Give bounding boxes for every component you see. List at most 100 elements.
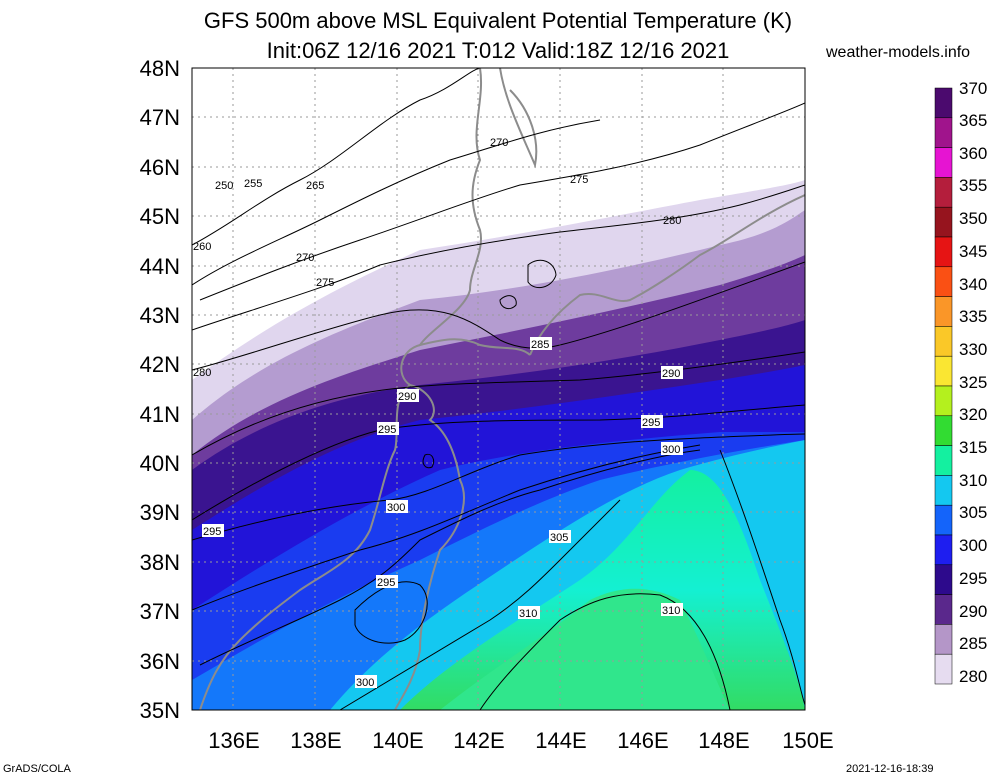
lon-label: 136E	[208, 728, 259, 753]
colorbar-label: 345	[959, 242, 987, 261]
theta-e-field	[192, 68, 805, 710]
colorbar-swatch	[934, 504, 953, 536]
colorbar-swatch	[934, 117, 953, 148]
colorbar-labels: 370 365 360 355 350 345 340 335 330 325 …	[959, 79, 987, 686]
render-timestamp: 2021-12-16-18:39	[846, 763, 934, 775]
colorbar-swatch	[934, 564, 953, 595]
contour-label: 295	[377, 577, 395, 589]
colorbar-swatch	[934, 326, 953, 357]
contour-label-group: 250 255 260 265 270 270 275 275 280 280	[193, 137, 681, 379]
colorbar: 370 365 360 355 350 345 340 335 330 325 …	[934, 79, 987, 686]
contour-label: 285	[531, 339, 549, 351]
lon-label: 142E	[453, 728, 504, 753]
colorbar-label: 280	[959, 667, 987, 686]
lat-label: 36N	[140, 649, 180, 674]
contour-label: 300	[356, 677, 374, 689]
lat-label: 48N	[140, 56, 180, 81]
lat-label: 47N	[140, 105, 180, 130]
colorbar-swatch	[934, 236, 953, 268]
contour-label-boxes: 285 290 290 295 295 295 295 300 300 300 …	[202, 337, 683, 689]
contour-label: 310	[662, 605, 680, 617]
colorbar-swatch	[934, 296, 953, 327]
colorbar-swatch	[934, 653, 953, 685]
colorbar-label: 350	[959, 209, 987, 228]
colorbar-swatch	[934, 266, 953, 297]
lat-label: 46N	[140, 155, 180, 180]
colorbar-label: 360	[959, 144, 987, 163]
colorbar-swatch	[934, 147, 953, 178]
colorbar-swatch	[934, 624, 953, 655]
lat-label: 35N	[140, 698, 180, 723]
lon-label: 140E	[372, 728, 423, 753]
colorbar-label: 355	[959, 176, 987, 195]
contour-label: 270	[490, 137, 508, 149]
colorbar-swatch	[934, 534, 953, 566]
colorbar-swatch	[934, 445, 953, 476]
colorbar-swatch	[934, 177, 953, 208]
contour-label: 255	[244, 178, 262, 190]
colorbar-swatch	[934, 385, 953, 417]
contour-label: 295	[203, 526, 221, 538]
lat-label: 41N	[140, 402, 180, 427]
colorbar-label: 370	[959, 79, 987, 98]
colorbar-label: 325	[959, 373, 987, 392]
software-credit: GrADS/COLA	[3, 763, 71, 775]
lat-label: 43N	[140, 303, 180, 328]
colorbar-label: 320	[959, 405, 987, 424]
colorbar-swatches	[934, 87, 953, 685]
contour-label: 310	[519, 608, 537, 620]
lon-label: 144E	[535, 728, 586, 753]
colorbar-label: 310	[959, 471, 987, 490]
lat-label: 42N	[140, 352, 180, 377]
lat-label: 44N	[140, 254, 180, 279]
colorbar-label: 315	[959, 438, 987, 457]
latitude-axis: 48N 47N 46N 45N 44N 43N 42N 41N 40N 39N …	[140, 56, 180, 723]
coastlines	[199, 68, 805, 710]
map-title: GFS 500m above MSL Equivalent Potential …	[203, 8, 793, 33]
colorbar-label: 330	[959, 340, 987, 359]
colorbar-swatch	[934, 415, 953, 446]
contour-label: 295	[378, 424, 396, 436]
contour-label: 300	[387, 502, 405, 514]
colorbar-label: 285	[959, 634, 987, 653]
map-frame	[191, 67, 806, 711]
lat-label: 40N	[140, 451, 180, 476]
contour-label: 300	[662, 444, 680, 456]
longitude-axis: 136E 138E 140E 142E 144E 146E 148E 150E	[208, 728, 833, 753]
contour-label: 275	[316, 277, 334, 289]
contour-label: 270	[296, 252, 314, 264]
map-subtitle: Init:06Z 12/16 2021 T:012 Valid:18Z 12/1…	[266, 38, 730, 63]
contour-label: 295	[642, 417, 660, 429]
colorbar-swatch	[934, 475, 953, 506]
lon-label: 138E	[290, 728, 341, 753]
colorbar-label: 335	[959, 307, 987, 326]
lat-label: 45N	[140, 204, 180, 229]
contour-label: 305	[550, 532, 568, 544]
colorbar-label: 365	[959, 111, 987, 130]
lon-label: 148E	[698, 728, 749, 753]
contour-label: 260	[193, 241, 211, 253]
contour-label: 290	[662, 368, 680, 380]
colorbar-label: 340	[959, 275, 987, 294]
site-watermark: weather-models.info	[826, 44, 971, 61]
colorbar-label: 300	[959, 536, 987, 555]
colorbar-swatch	[934, 355, 953, 387]
contour-label: 290	[398, 391, 416, 403]
lon-label: 150E	[782, 728, 833, 753]
map-gridlines	[192, 68, 805, 710]
colorbar-swatch	[934, 206, 953, 238]
colorbar-swatch	[934, 594, 953, 625]
contour-label: 275	[570, 174, 588, 186]
contour-label: 280	[663, 215, 681, 227]
contour-label: 250	[215, 180, 233, 192]
colorbar-swatch	[934, 87, 953, 119]
contour-label: 265	[306, 180, 324, 192]
colorbar-label: 290	[959, 602, 987, 621]
contour-label: 280	[193, 367, 211, 379]
lat-label: 38N	[140, 550, 180, 575]
lon-label: 146E	[617, 728, 668, 753]
colorbar-label: 295	[959, 569, 987, 588]
lat-label: 37N	[140, 599, 180, 624]
colorbar-label: 305	[959, 503, 987, 522]
